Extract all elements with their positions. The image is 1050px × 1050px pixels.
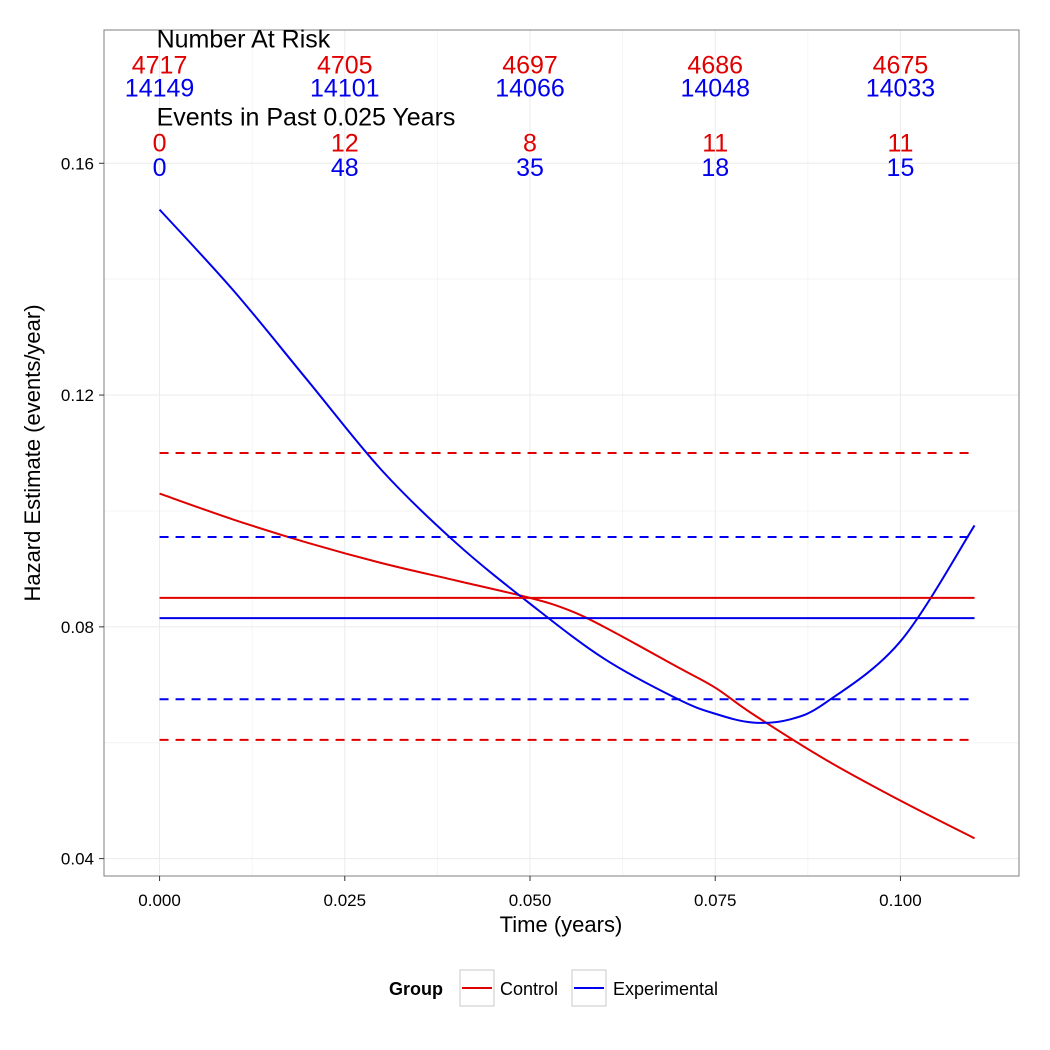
series-lines (158, 208, 976, 840)
risk-experimental-value: 14149 (125, 75, 195, 103)
events-control-value: 0 (153, 130, 167, 158)
legend-label-control: Control (500, 979, 558, 999)
experimental-hazard-curve (158, 208, 976, 724)
legend-label-experimental: Experimental (613, 979, 718, 999)
events-control-value: 11 (887, 130, 913, 158)
events-title: Events in Past 0.025 Years (157, 104, 456, 132)
y-axis-title: Hazard Estimate (events/year) (20, 304, 45, 601)
y-tick-label: 0.08 (61, 618, 94, 637)
axes: 0.000 0.025 0.050 0.075 0.100 0.04 0.08 0.12 0.1… (61, 154, 922, 910)
x-tick-label: 0.000 (138, 891, 181, 910)
y-tick-label: 0.04 (61, 850, 94, 869)
x-tick-label: 0.050 (509, 891, 552, 910)
y-tick-label: 0.12 (61, 386, 94, 405)
legend-title: Group (389, 979, 443, 999)
x-tick-label: 0.075 (694, 891, 737, 910)
legend: Group Control Experimental (389, 969, 718, 1007)
risk-control-value: 4717 (132, 51, 188, 79)
events-control-value: 12 (331, 130, 359, 158)
risk-experimental-value: 14066 (495, 75, 565, 103)
risk-control-value: 4686 (687, 51, 743, 79)
risk-experimental-value: 14101 (310, 75, 380, 103)
events-experimental-value: 15 (887, 154, 915, 182)
y-tick-label: 0.16 (61, 154, 94, 173)
x-axis-title: Time (years) (500, 912, 623, 937)
x-tick-label: 0.100 (879, 891, 922, 910)
risk-title: Number At Risk (157, 25, 331, 53)
events-experimental-value: 48 (331, 154, 359, 182)
events-experimental-value: 0 (153, 154, 167, 182)
events-control-value: 11 (702, 130, 728, 158)
risk-control-value: 4697 (502, 51, 558, 79)
x-tick-label: 0.025 (324, 891, 367, 910)
risk-control-value: 4675 (873, 51, 929, 79)
events-control-value: 8 (523, 130, 537, 158)
risk-experimental-value: 14048 (680, 75, 750, 103)
grid (104, 30, 1019, 876)
events-experimental-value: 35 (516, 154, 544, 182)
risk-control-value: 4705 (317, 51, 373, 79)
control-hazard-curve (159, 492, 976, 840)
events-experimental-value: 18 (701, 154, 729, 182)
risk-experimental-value: 14033 (866, 75, 936, 103)
plot-panel-border (103, 29, 1020, 877)
